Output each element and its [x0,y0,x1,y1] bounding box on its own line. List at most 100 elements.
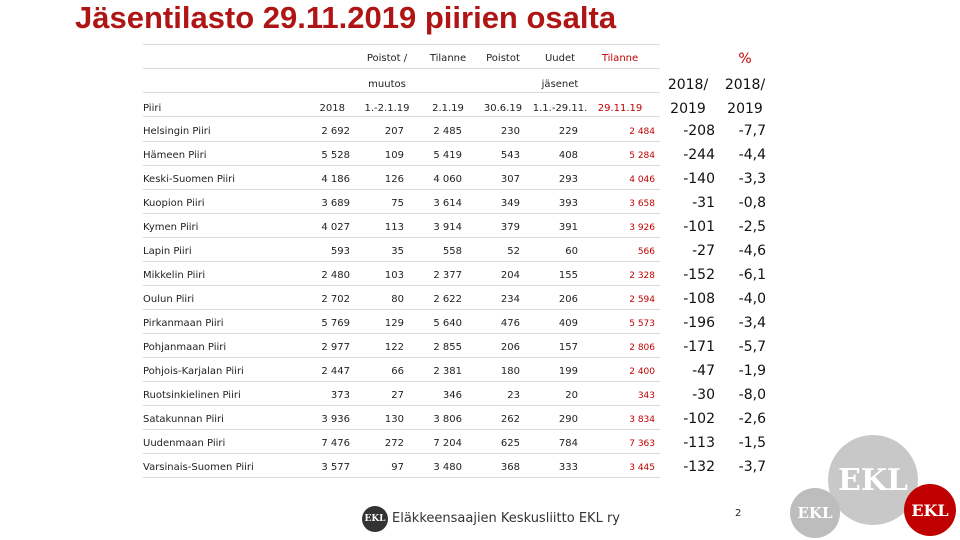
cell: -108 [683,291,715,307]
title: Jäsentilasto 29.11.2019 piirien osalta [75,0,617,35]
row-line [143,213,660,214]
cell: -152 [683,267,715,283]
header-cell: 2018 [319,103,345,114]
cell: 476 [500,318,520,329]
cell: -244 [683,147,715,163]
cell: -0,8 [738,195,766,211]
footer-organization: Eläkkeensaajien Keskusliitto EKL ry [392,511,620,526]
cell: 66 [391,366,404,377]
cell: 2 594 [629,295,655,305]
corner-logo: EKL [790,488,840,538]
district-name: Varsinais-Suomen Piiri [143,462,254,473]
cell: -1,9 [738,363,766,379]
header-cell: 1.1.-29.11. [532,103,588,114]
cell: 155 [558,270,578,281]
cell: 103 [384,270,404,281]
cell: 3 806 [433,414,462,425]
cell: -30 [692,387,715,403]
cell: 2 480 [321,270,350,281]
cell: 293 [558,174,578,185]
cell: 2 977 [321,342,350,353]
cell: 4 027 [321,222,350,233]
district-name: Helsingin Piiri [143,126,211,137]
header-cell: 2018/ [724,77,766,93]
cell: 5 284 [629,151,655,161]
cell: 230 [500,126,520,137]
district-name: Oulun Piiri [143,294,195,305]
cell: 7 204 [433,438,462,449]
cell: 3 658 [629,199,655,209]
cell: -3,7 [738,459,766,475]
cell: -8,0 [738,387,766,403]
district-name: Mikkelin Piiri [143,270,206,281]
header-cell: % [738,51,752,67]
row-line [143,453,660,454]
cell: 27 [391,390,404,401]
cell: 2 400 [629,367,655,377]
cell: 2 702 [321,294,350,305]
cell: 109 [384,150,404,161]
header-cell: Piiri [143,103,162,114]
cell: 3 689 [321,198,350,209]
cell: -27 [692,243,715,259]
row-line [143,309,660,310]
cell: 2 855 [433,342,462,353]
cell: 4 060 [433,174,462,185]
cell: 373 [330,390,350,401]
cell: 3 936 [321,414,350,425]
cell: 262 [500,414,520,425]
cell: 408 [558,150,578,161]
cell: 625 [500,438,520,449]
district-name: Lapin Piiri [143,246,192,257]
row-line [143,477,660,478]
row-line [143,92,660,93]
cell: 3 577 [321,462,350,473]
row-line [143,116,660,117]
cell: 2 377 [433,270,462,281]
cell: 204 [500,270,520,281]
row-line [143,381,660,382]
row-line [143,141,660,142]
row-line [143,68,660,69]
cell: 3 445 [629,463,655,473]
cell: -4,4 [738,147,766,163]
cell: 207 [384,126,404,137]
cell: 343 [637,391,655,401]
header-cell: jäsenet [541,79,579,90]
cell: 368 [500,462,520,473]
cell: 593 [330,246,350,257]
cell: -196 [683,315,715,331]
cell: 7 363 [629,439,655,449]
cell: 2 692 [321,126,350,137]
corner-logo: EKL [828,435,918,525]
cell: 75 [391,198,404,209]
cell: -4,0 [738,291,766,307]
row-line [143,285,660,286]
footer-logo: EKL [362,506,388,532]
cell: 2 622 [433,294,462,305]
cell: 157 [558,342,578,353]
cell: 2 328 [629,271,655,281]
district-name: Pirkanmaan Piiri [143,318,224,329]
cell: 20 [565,390,578,401]
row-line [143,237,660,238]
district-name: Pohjanmaan Piiri [143,342,227,353]
cell: 272 [384,438,404,449]
cell: 2 485 [433,126,462,137]
cell: 80 [391,294,404,305]
row-line [143,165,660,166]
header-cell: 30.6.19 [483,103,523,114]
header-cell: Tilanne [429,53,467,64]
cell: 52 [507,246,520,257]
cell: -7,7 [738,123,766,139]
row-line [143,405,660,406]
cell: 566 [637,247,655,257]
header-cell: 2019 [670,101,706,117]
cell: -6,1 [738,267,766,283]
cell: 3 614 [433,198,462,209]
cell: -31 [692,195,715,211]
cell: -102 [683,411,715,427]
cell: 122 [384,342,404,353]
cell: 349 [500,198,520,209]
header-cell: 29.11.19 [597,103,643,114]
